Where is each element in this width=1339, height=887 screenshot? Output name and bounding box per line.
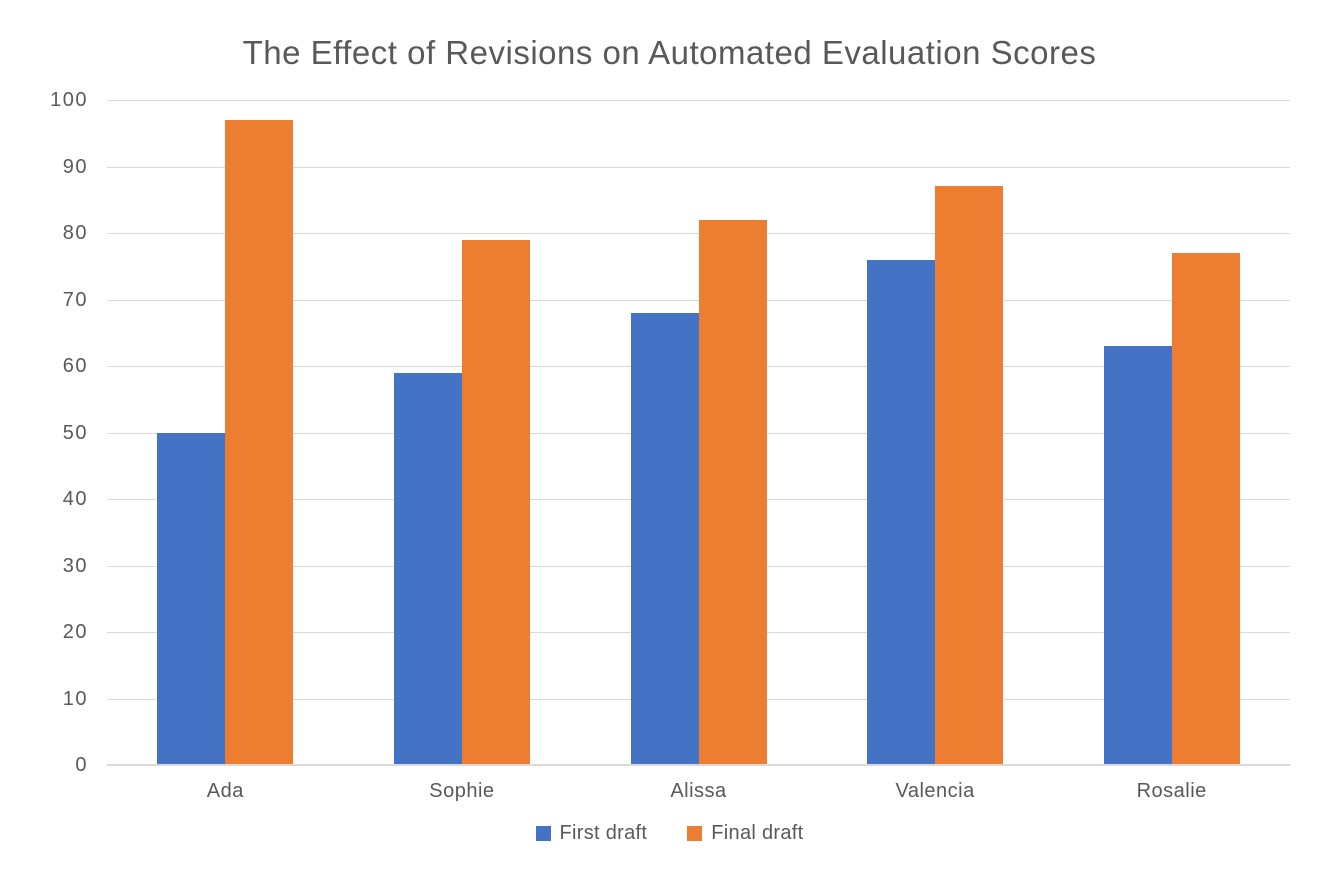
y-tick-label-0: 0 xyxy=(75,754,88,776)
y-tick-label-60: 60 xyxy=(62,355,88,377)
x-tick-label-valencia: Valencia xyxy=(895,780,975,802)
x-tick-label-alissa: Alissa xyxy=(670,780,727,802)
bar-first-draft-rosalie xyxy=(1103,346,1172,765)
legend-item-first-draft: First draft xyxy=(535,822,648,845)
bar-first-draft-alissa xyxy=(630,312,699,765)
y-tick-label-90: 90 xyxy=(62,155,88,178)
bar-final-draft-alissa xyxy=(698,219,767,765)
y-tick-label-80: 80 xyxy=(62,222,88,244)
x-axis-labels: Ada Sophie Alissa Valencia Rosalie xyxy=(0,779,1339,805)
x-tick-label-ada: Ada xyxy=(206,780,244,802)
y-tick-label-70: 70 xyxy=(62,288,88,311)
bar-first-draft-sophie xyxy=(393,372,462,765)
bar-first-draft-ada xyxy=(157,432,226,765)
legend-label-first-draft: First draft xyxy=(559,822,648,844)
bar-final-draft-rosalie xyxy=(1171,252,1240,765)
bar-final-draft-ada xyxy=(225,119,294,765)
y-tick-label-20: 20 xyxy=(62,621,88,643)
bar-first-draft-valencia xyxy=(867,259,936,765)
bar-final-draft-valencia xyxy=(935,186,1004,765)
y-tick-label-40: 40 xyxy=(62,488,88,510)
plot-area xyxy=(107,100,1290,766)
bar-final-draft-sophie xyxy=(461,239,530,765)
y-tick-label-30: 30 xyxy=(62,554,88,577)
legend-label-final-draft: Final draft xyxy=(711,822,804,844)
chart-title: The Effect of Revisions on Automated Eva… xyxy=(242,34,1097,71)
y-tick-label-10: 10 xyxy=(62,687,88,710)
y-axis-labels: 0 10 20 30 40 50 60 70 80 90 100 xyxy=(0,89,88,776)
gridline-90 xyxy=(107,166,1290,168)
x-tick-label-sophie: Sophie xyxy=(429,780,495,802)
gridline-100 xyxy=(107,100,1290,101)
legend: First draft Final draft xyxy=(0,822,1339,845)
legend-item-final-draft: Final draft xyxy=(687,822,803,845)
gridline-0 xyxy=(107,764,1290,766)
legend-swatch-first-draft xyxy=(535,826,551,841)
y-tick-label-50: 50 xyxy=(62,421,88,444)
legend-swatch-final-draft xyxy=(687,826,703,841)
x-tick-label-rosalie: Rosalie xyxy=(1136,780,1207,802)
y-tick-label-100: 100 xyxy=(50,89,88,111)
